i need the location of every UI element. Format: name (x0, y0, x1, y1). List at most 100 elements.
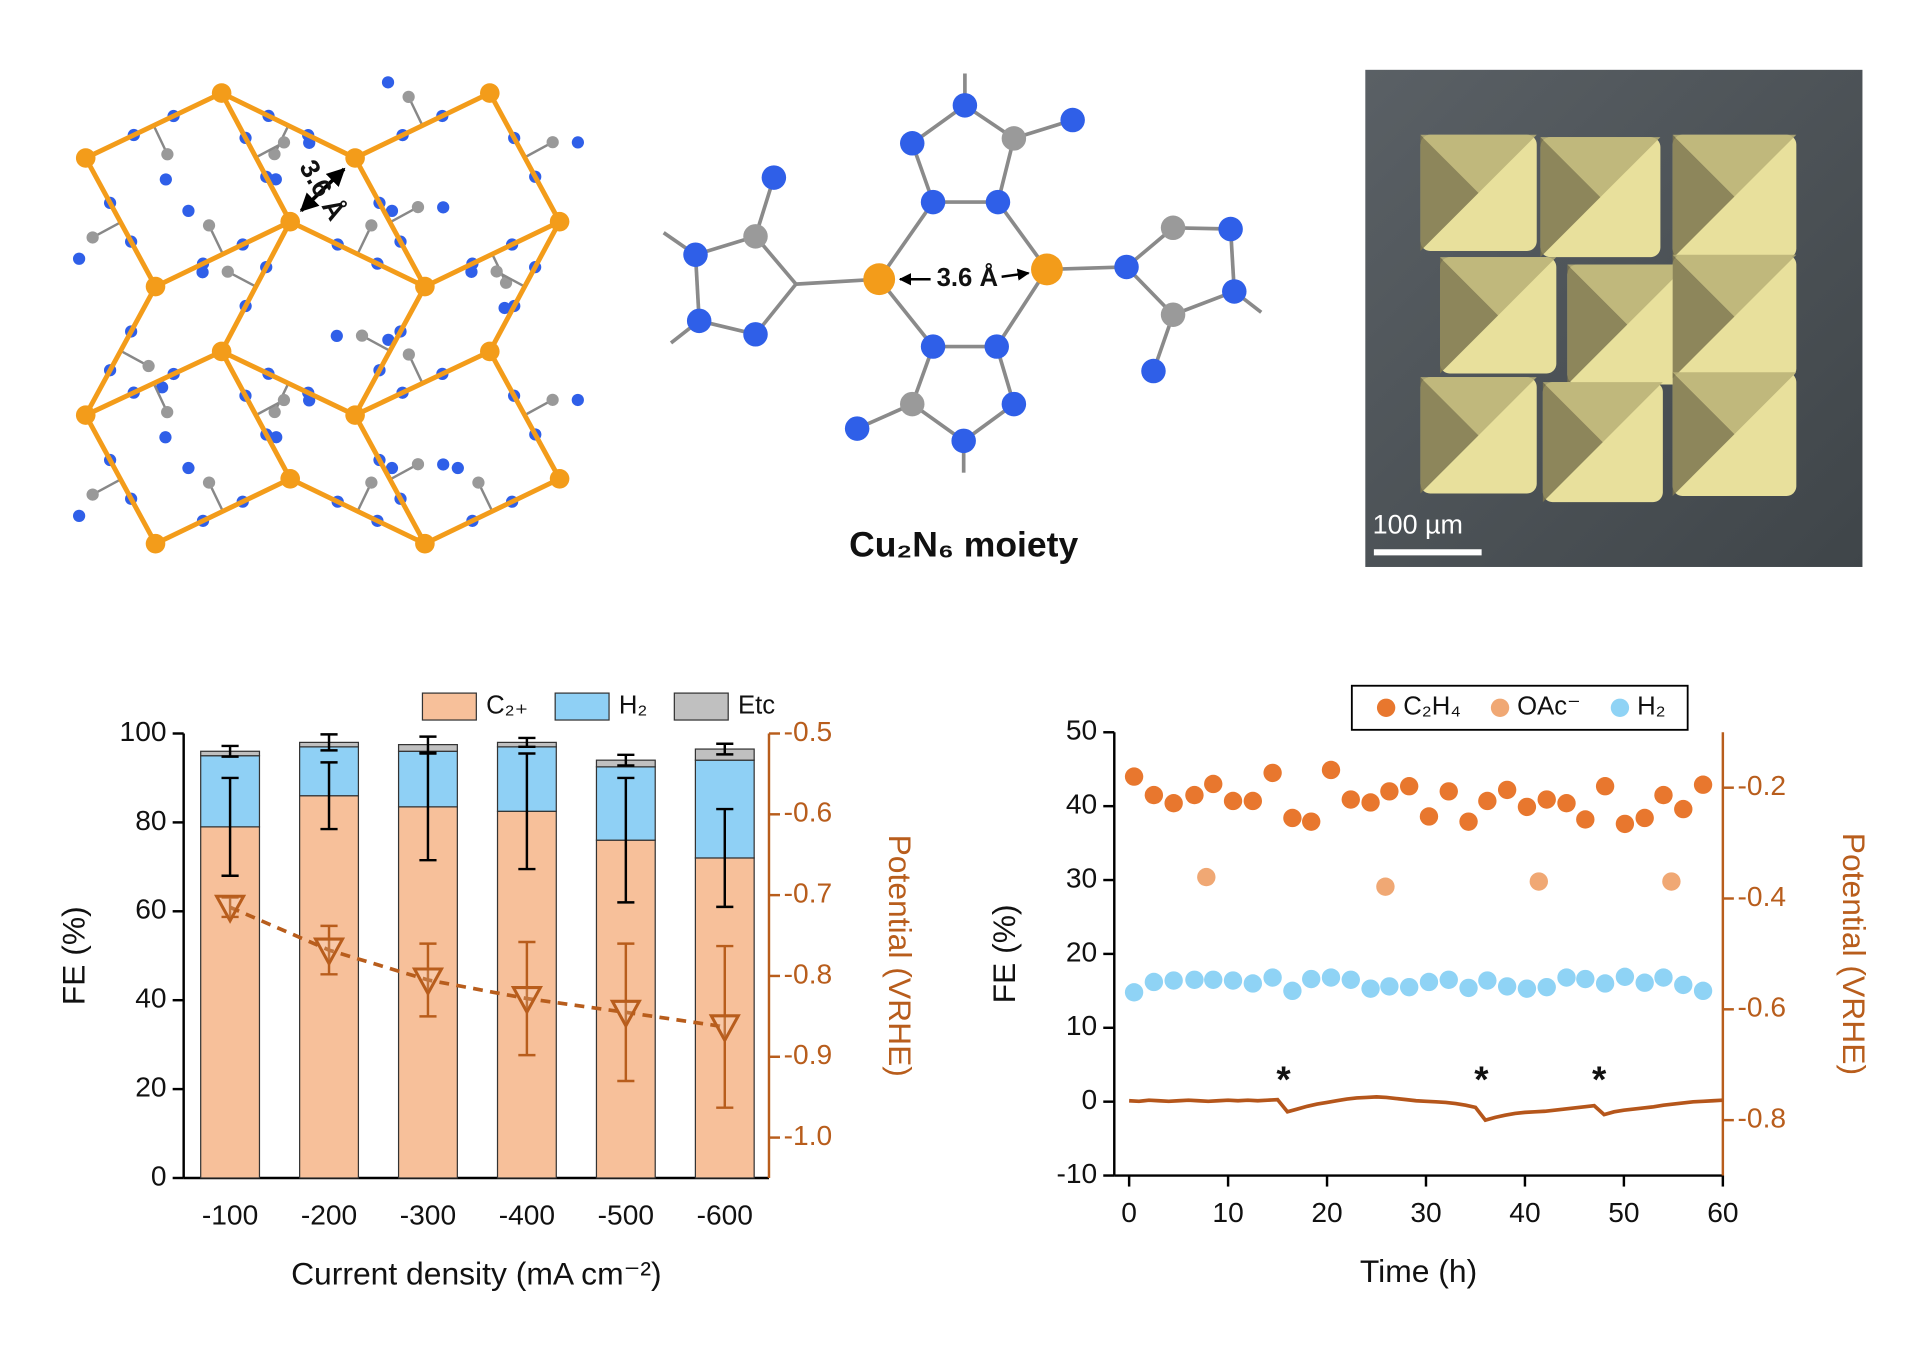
moiety-distance: 3.6 Å (937, 263, 998, 292)
crystal-facet (1672, 254, 1797, 317)
framework-edge (487, 220, 562, 353)
linker-carbon (472, 476, 485, 489)
potential-marker (708, 1014, 741, 1044)
scatter-point (1204, 970, 1223, 989)
nitrogen-atom (1114, 254, 1139, 280)
framework-edge (354, 90, 491, 161)
scatter-point (1376, 877, 1395, 896)
y-axis-title: FE (%) (55, 906, 91, 1005)
legend-marker (1376, 698, 1396, 717)
copper-node (280, 469, 300, 489)
x-tick-label: 30 (1410, 1197, 1441, 1228)
x-tick-label: -500 (598, 1200, 654, 1231)
linker-nitrogen (155, 381, 169, 394)
copper-node (280, 211, 300, 232)
framework-edge (289, 219, 426, 289)
linker-carbon (161, 148, 174, 161)
legend: C₂H₄ OAc⁻ H₂ (1350, 684, 1689, 731)
x-tick-label: -100 (202, 1200, 258, 1231)
nitrogen-atom (984, 334, 1009, 359)
chart: 0 20 40 60 80 100 -0.5 -0.6 -0.7 -0.8 -0.9 -1.0 Curr… (55, 691, 918, 1291)
framework-edge (423, 219, 561, 289)
legend-swatch (421, 692, 477, 721)
scatter-point (1537, 790, 1556, 809)
linker-nitrogen (196, 266, 209, 279)
y-tick-label: 60 (135, 894, 166, 925)
x-tick-label: -400 (499, 1200, 555, 1231)
linker-nitrogen (451, 461, 464, 475)
linker-carbon (490, 265, 503, 278)
x-tick-label: 0 (1121, 1197, 1137, 1228)
scatter-point (1635, 808, 1654, 828)
y-axis-title: FE (%) (986, 904, 1022, 1003)
scatter-point (1302, 969, 1321, 989)
scale-bar-label: 100 µm (1373, 510, 1463, 540)
linker-nitrogen (465, 265, 478, 278)
annotation: * (1592, 1059, 1607, 1100)
scatter-point (1595, 777, 1615, 796)
linker-nitrogen (571, 393, 584, 407)
crystal-facet (1420, 134, 1479, 252)
linker-carbon (546, 136, 559, 149)
carbon-atom (900, 391, 925, 417)
crystal-facet (1672, 372, 1797, 435)
linker-carbon (86, 488, 99, 501)
scatter-point (1693, 981, 1713, 1001)
framework-edge (354, 349, 491, 418)
copper-node (415, 276, 435, 297)
nitrogen-atom (761, 165, 787, 190)
scatter-point (1674, 975, 1693, 995)
y2-tick-label: -0.6 (784, 797, 833, 828)
copper-node (345, 148, 365, 168)
legend: C₂₊ H₂ Etc (421, 691, 775, 721)
y2-tick-label: -0.2 (1738, 770, 1787, 801)
copper-node (549, 469, 570, 489)
scatter-point (1517, 979, 1537, 998)
scatter-point (1615, 967, 1635, 986)
framework-illustration: 3.6 Å (72, 76, 585, 554)
carbon-atom (1001, 126, 1027, 151)
linker-carbon (202, 476, 216, 489)
nitrogen-atom (951, 428, 976, 454)
y-tick-label: 0 (1081, 1084, 1097, 1115)
y2-tick-label: -0.6 (1738, 992, 1787, 1023)
linker-carbon (365, 476, 378, 489)
y2-tick-label: -0.8 (784, 958, 833, 989)
scatter-point (1459, 978, 1478, 998)
crystal-facet (1420, 377, 1479, 494)
framework-edge (83, 285, 158, 417)
scatter-point (1197, 867, 1216, 887)
bar-segment (299, 795, 360, 1179)
x-tick-label: -300 (400, 1200, 456, 1231)
scatter-point (1380, 782, 1399, 801)
framework-edge (219, 91, 293, 223)
copper-atom (1031, 253, 1063, 286)
linker-nitrogen (437, 201, 450, 214)
scatter-point (1124, 983, 1144, 1002)
potential-marker (510, 986, 543, 1016)
scatter-point (1361, 793, 1380, 812)
nitrogen-atom (952, 93, 978, 118)
legend-label: C₂H₄ (1403, 693, 1461, 721)
linker-nitrogen (72, 509, 86, 523)
crystal-facet (1440, 257, 1499, 374)
framework-edge (423, 476, 561, 546)
linker-carbon (86, 231, 99, 244)
y-tick-label: -10 (1056, 1158, 1097, 1189)
linker-carbon (365, 219, 378, 232)
bar-segment (200, 826, 261, 1179)
annotation: * (1474, 1059, 1489, 1100)
legend-label: OAc⁻ (1517, 693, 1581, 721)
potential-marker (411, 967, 445, 997)
nitrogen-atom (1060, 107, 1085, 133)
scatter-point (1263, 763, 1282, 783)
nitrogen-atom (1141, 358, 1166, 384)
copper-node (75, 405, 96, 425)
scatter-point (1321, 760, 1341, 780)
annotation: * (1276, 1059, 1291, 1100)
x-tick-label: -600 (697, 1200, 753, 1231)
nitrogen-atom (743, 322, 768, 347)
crystal-facet (1420, 377, 1537, 436)
linker-nitrogen (330, 329, 343, 343)
crystal-facet (1420, 134, 1537, 193)
